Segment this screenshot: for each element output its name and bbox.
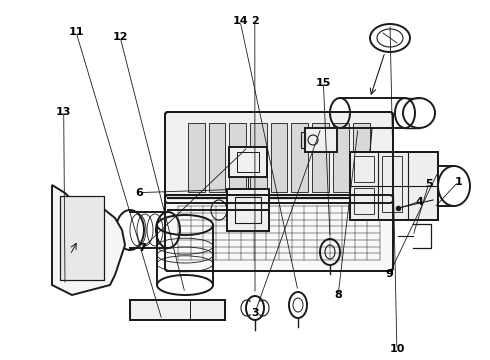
Bar	[312, 123, 329, 192]
Bar	[270, 123, 287, 192]
Text: 5: 5	[425, 179, 433, 189]
Bar	[353, 123, 370, 192]
Bar	[229, 123, 246, 192]
Bar	[235, 197, 261, 223]
Text: 2: 2	[251, 16, 259, 26]
Bar	[350, 152, 438, 220]
Text: 3: 3	[251, 308, 259, 318]
Bar	[188, 123, 205, 192]
Text: 6: 6	[136, 188, 144, 198]
Text: 10: 10	[389, 344, 405, 354]
Bar	[292, 123, 308, 192]
Text: 1: 1	[454, 177, 462, 187]
Text: 15: 15	[316, 78, 331, 88]
Text: 12: 12	[112, 32, 128, 42]
Bar	[333, 123, 349, 192]
Bar	[60, 196, 104, 280]
Text: 11: 11	[68, 27, 84, 37]
FancyBboxPatch shape	[165, 195, 393, 271]
Bar	[209, 123, 225, 192]
Text: 4: 4	[415, 197, 423, 207]
Bar	[354, 156, 374, 182]
Polygon shape	[52, 185, 125, 295]
Bar	[354, 188, 374, 214]
Bar	[60, 196, 104, 280]
Text: 7: 7	[138, 243, 146, 253]
Text: 8: 8	[334, 290, 342, 300]
Text: 9: 9	[386, 269, 393, 279]
Bar	[130, 300, 225, 320]
Text: 14: 14	[232, 16, 248, 26]
Bar	[350, 152, 438, 220]
Bar	[250, 123, 267, 192]
Bar	[229, 147, 267, 177]
Bar	[227, 189, 269, 231]
Bar	[305, 128, 337, 152]
FancyBboxPatch shape	[165, 112, 393, 203]
Bar	[237, 152, 259, 172]
Bar	[301, 132, 305, 148]
Bar	[130, 300, 225, 320]
Bar	[382, 156, 402, 212]
Text: 13: 13	[56, 107, 72, 117]
